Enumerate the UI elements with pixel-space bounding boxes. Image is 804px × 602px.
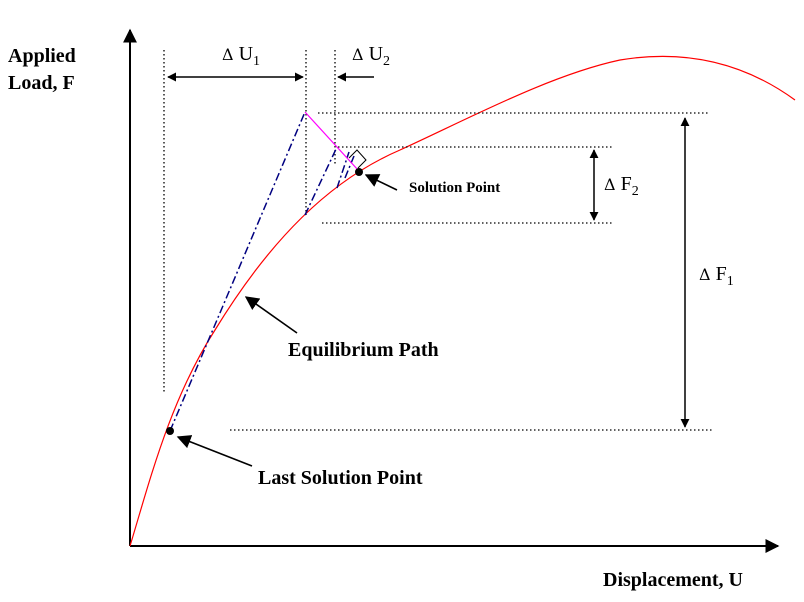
delta-f1-label: Δ F1 [699, 263, 734, 289]
equilibrium-path-label: Equilibrium Path [288, 339, 439, 361]
solution-point-leader [364, 174, 398, 191]
y-axis-label-line1: Applied [8, 45, 76, 67]
y-axis-label-line2: Load, F [8, 72, 75, 94]
delta-u1-label: Δ U1 [222, 43, 260, 69]
equilibrium-path-curve [129, 55, 796, 547]
solution-point-label: Solution Point [409, 180, 500, 196]
solution-point-marker [355, 168, 363, 176]
correction-lines [304, 111, 359, 171]
last-solution-point-marker [166, 427, 174, 435]
reference-lines [163, 50, 712, 431]
last-solution-point-label: Last Solution Point [258, 467, 423, 489]
right-angle-marker [348, 149, 367, 169]
last-solution-point-leader [176, 435, 253, 467]
equilibrium-path-leader [244, 296, 298, 334]
delta-u2-label: Δ U2 [352, 43, 390, 69]
tangent-lines [169, 111, 355, 432]
x-axis-label: Displacement, U [603, 569, 743, 591]
delta-f2-label: Δ F2 [604, 173, 639, 199]
